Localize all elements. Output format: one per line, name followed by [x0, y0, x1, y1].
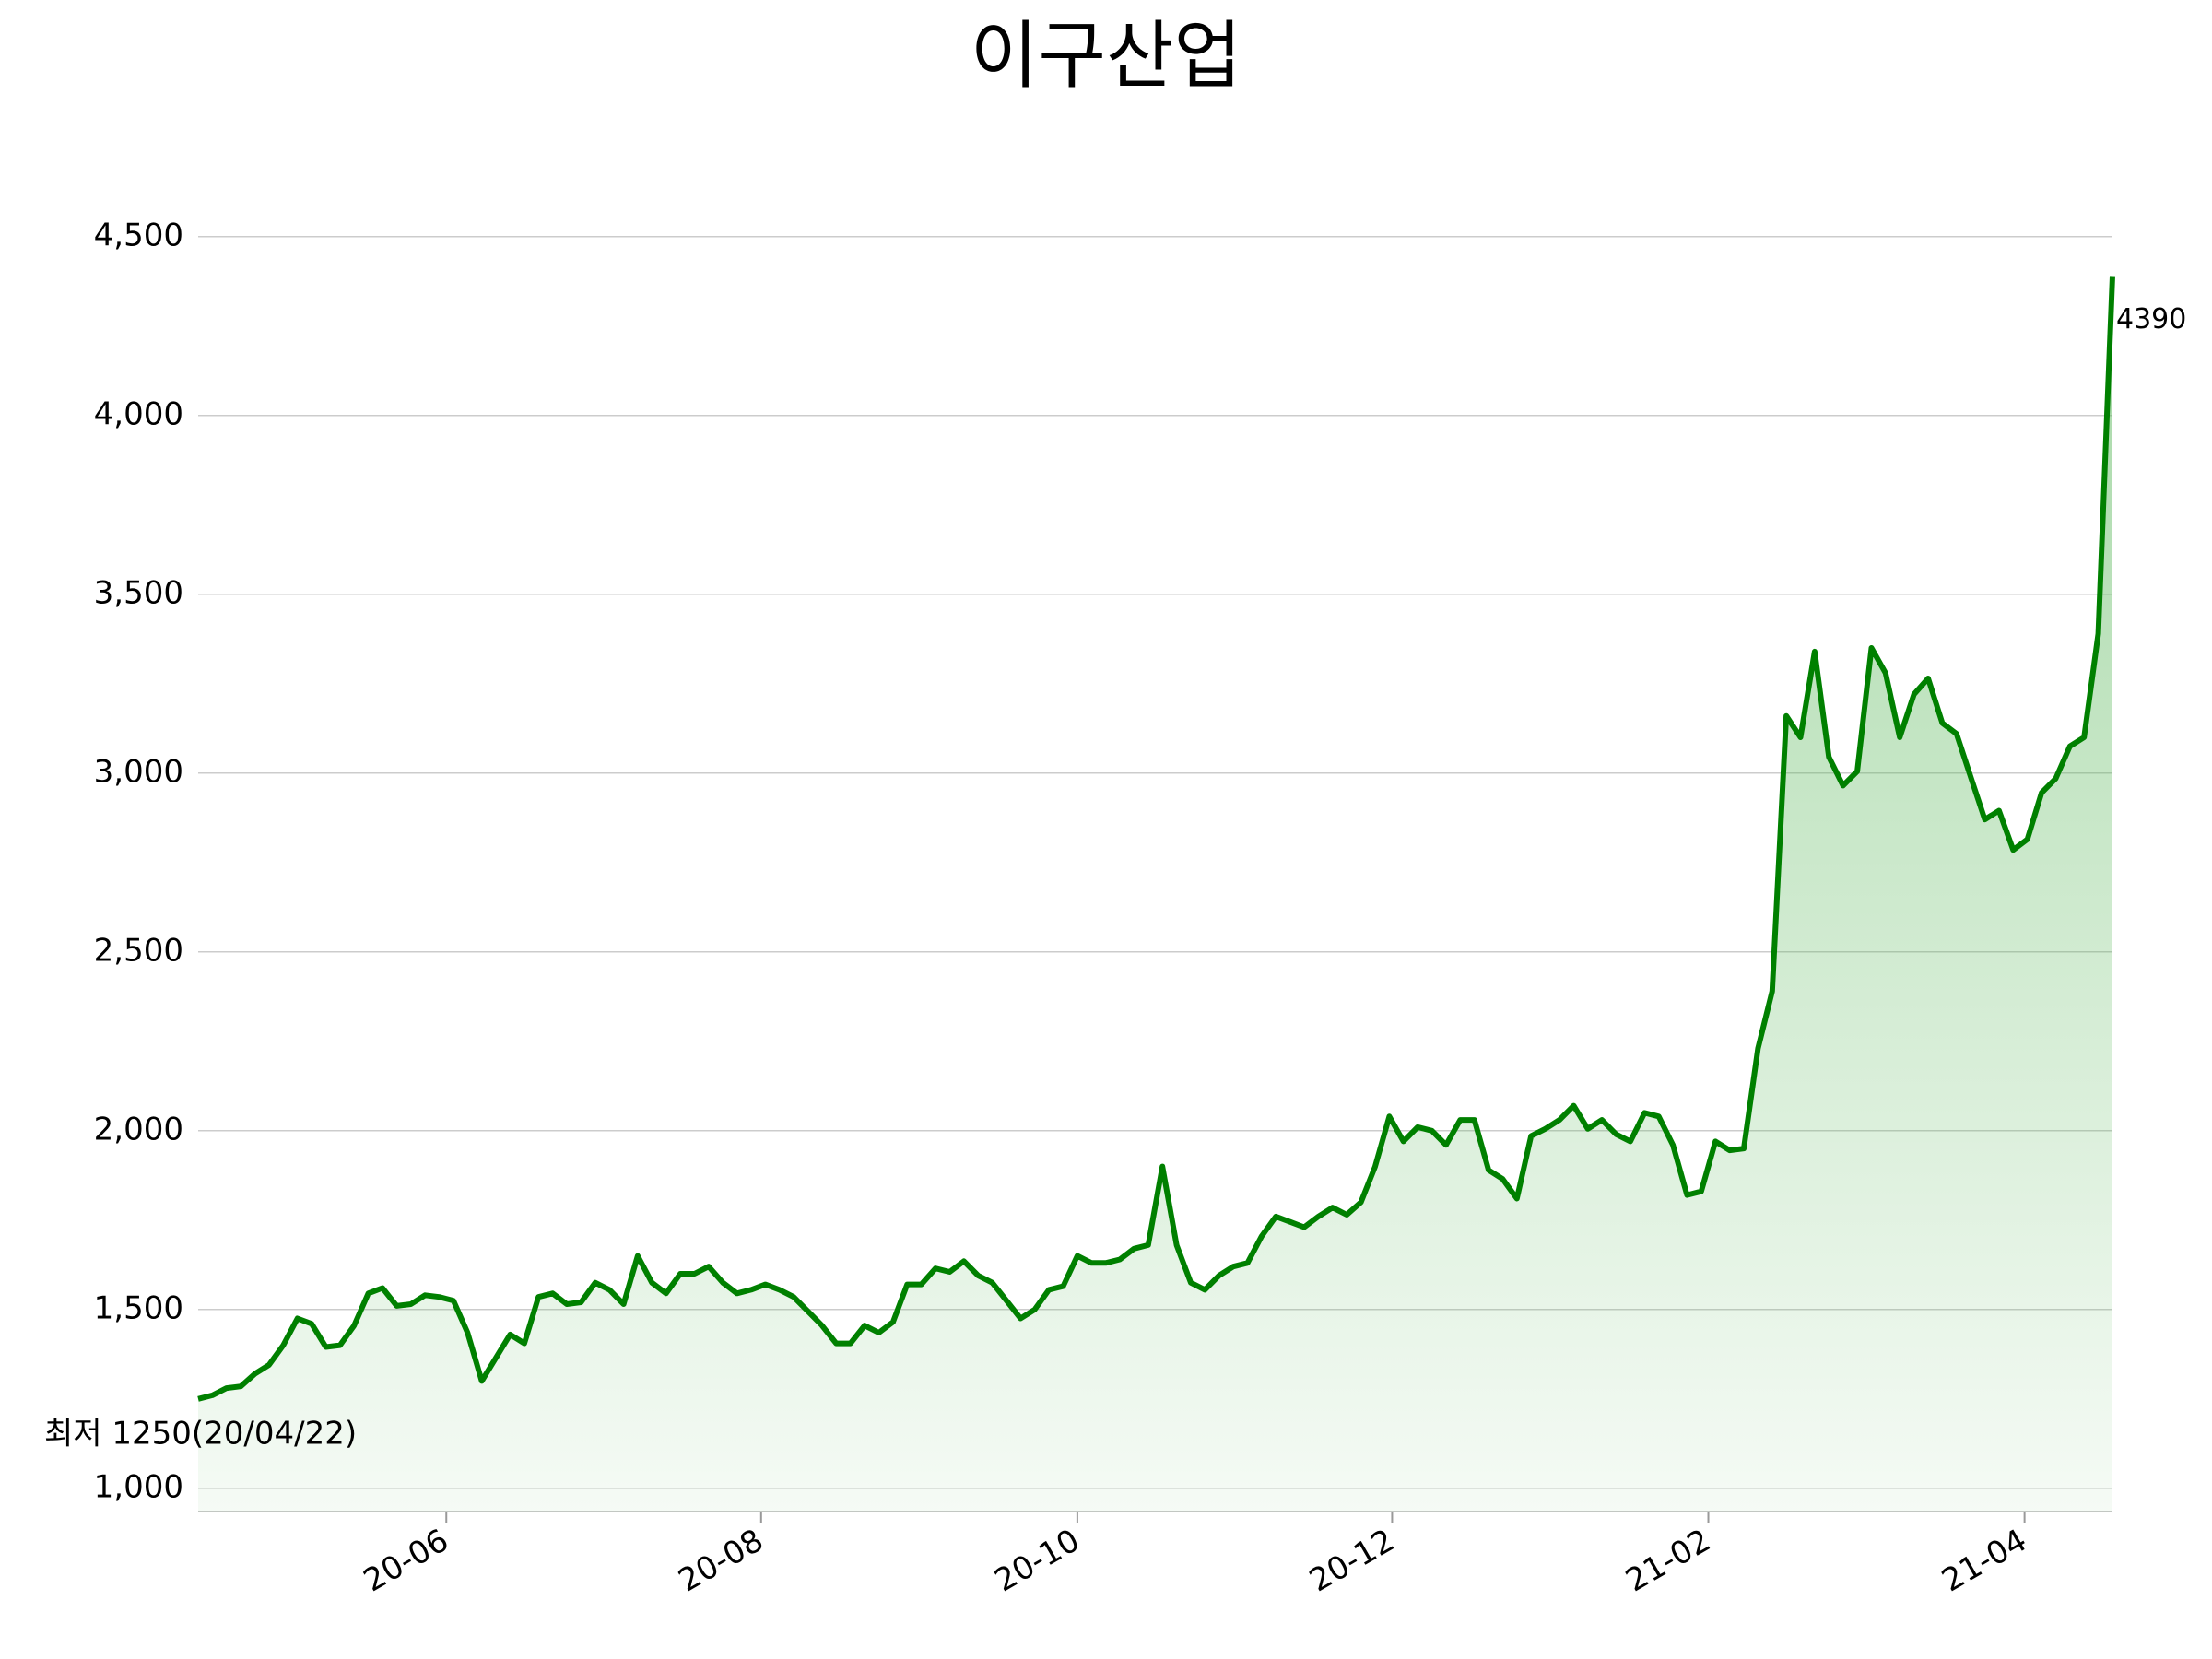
y-tick-label: 3,000 — [94, 753, 183, 790]
x-tick-label: 21-04 — [1936, 1522, 2033, 1599]
x-tick-label: 20-10 — [989, 1522, 1087, 1599]
x-tick-label: 20-08 — [672, 1522, 770, 1599]
y-tick-label: 4,000 — [94, 395, 183, 432]
annotation: 최저 1250(20/04/22) — [44, 1416, 357, 1453]
x-tick-label: 20-12 — [1303, 1522, 1401, 1599]
y-tick-label: 1,000 — [94, 1468, 183, 1505]
y-tick-label: 2,000 — [94, 1111, 183, 1147]
annotation: 4390 — [2116, 303, 2186, 335]
line — [197, 276, 2115, 1402]
y-tick-label: 1,500 — [94, 1289, 183, 1326]
area — [198, 276, 2112, 1512]
y-tick-label: 4,500 — [94, 217, 183, 253]
x-tick-label: 21-02 — [1619, 1522, 1717, 1599]
y-tick-label: 2,500 — [94, 932, 183, 969]
chart-title: 이구산업 — [971, 13, 1241, 99]
y-tick-label: 3,500 — [94, 574, 183, 611]
x-tick-label: 20-06 — [358, 1522, 455, 1599]
